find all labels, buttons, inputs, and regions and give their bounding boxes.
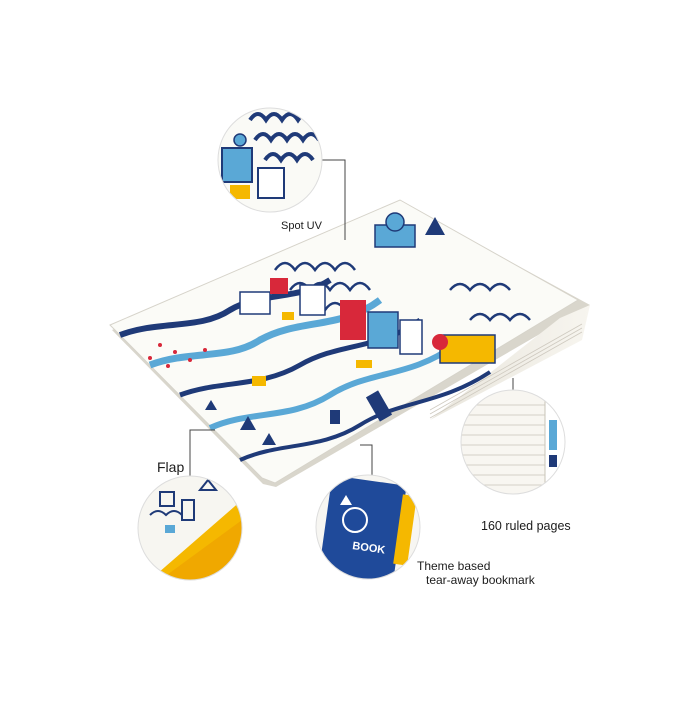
ruled-pages-label: 160 ruled pages: [481, 519, 571, 533]
cover-illustration: [118, 212, 531, 462]
bookmark-text: BOOK: [352, 540, 386, 556]
flap-label: Flap: [157, 459, 185, 475]
bookmark-detail-circle: BOOK: [315, 474, 421, 580]
spot-uv-detail-circle: [217, 107, 323, 213]
bookmark-label-line1: Theme based: [417, 559, 491, 573]
flap-detail-circle: [137, 475, 243, 581]
ruled-pages-detail-circle: [460, 389, 566, 495]
bookmark-label-line2: tear-away bookmark: [426, 573, 535, 587]
notebook: [109, 199, 590, 487]
spot-uv-label: Spot UV: [281, 220, 322, 232]
callout-leader-lines: [189, 159, 514, 476]
